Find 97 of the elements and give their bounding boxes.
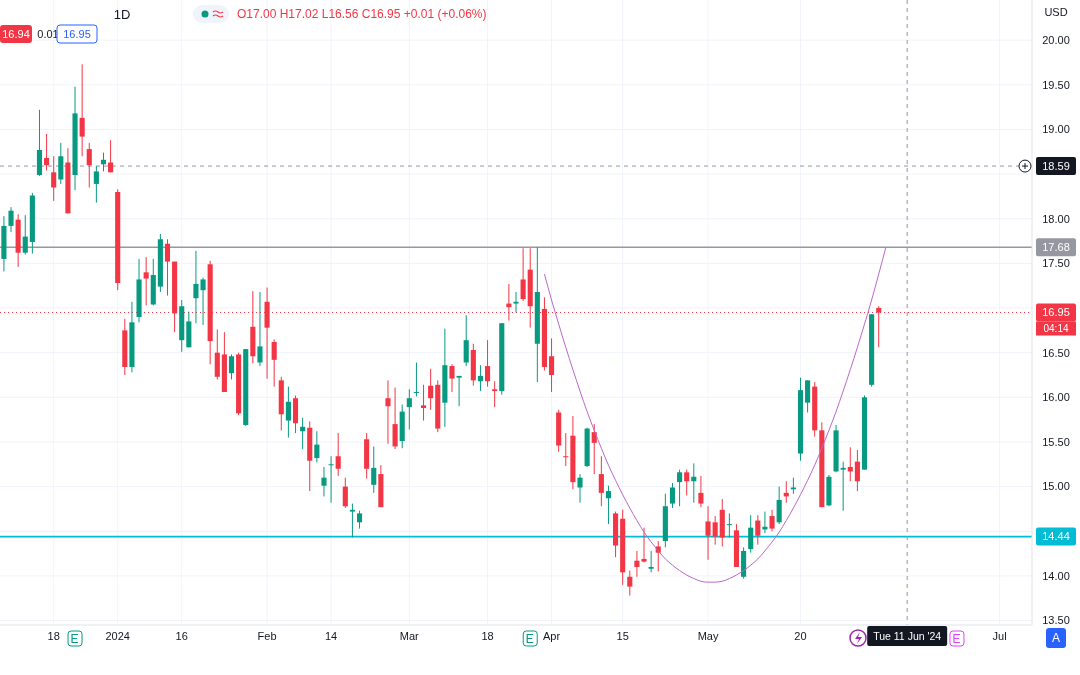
x-tick-label: 20 bbox=[794, 629, 807, 642]
x-tick-label: 2024 bbox=[105, 629, 130, 642]
x-tick-label: May bbox=[697, 629, 719, 642]
y-tick-label: 15.50 bbox=[1042, 435, 1070, 448]
text: A bbox=[1051, 631, 1061, 646]
text: 1D bbox=[113, 6, 131, 22]
candlestick bbox=[605, 485, 612, 525]
x-tick-label: Feb bbox=[257, 629, 277, 642]
candlestick bbox=[406, 388, 412, 430]
candlestick bbox=[420, 384, 427, 422]
x-tick-label: 15 bbox=[616, 629, 629, 642]
y-tick-label: 16.50 bbox=[1042, 346, 1070, 359]
candlestick bbox=[22, 214, 28, 255]
candlestick bbox=[677, 469, 683, 507]
candlestick bbox=[563, 432, 569, 467]
candlestick bbox=[44, 133, 50, 172]
candlestick bbox=[335, 432, 341, 477]
candlestick bbox=[271, 338, 277, 388]
x-tick-label: Tue 11 Jun '24 bbox=[873, 629, 942, 642]
candlestick bbox=[449, 363, 455, 393]
candlestick bbox=[342, 477, 348, 509]
candlestick bbox=[257, 291, 263, 367]
y-tick-label: 19.50 bbox=[1042, 78, 1070, 91]
annotation: O17.00 H17.02 L16.56 C16.95 +0.01 (+0.06%) bbox=[237, 7, 487, 22]
candlestick bbox=[58, 142, 64, 185]
candlestick bbox=[705, 505, 711, 561]
candlestick bbox=[840, 461, 846, 512]
ref-line-label: 16.95 bbox=[1042, 306, 1070, 319]
candlestick bbox=[108, 139, 114, 173]
candlestick bbox=[51, 155, 57, 202]
candlestick bbox=[513, 291, 519, 313]
y-tick-label: 18.00 bbox=[1042, 212, 1070, 225]
candlestick bbox=[805, 379, 811, 413]
candlestick bbox=[463, 314, 469, 367]
candlestick bbox=[634, 550, 640, 578]
candlestick bbox=[371, 445, 377, 494]
candlestick bbox=[86, 142, 92, 188]
annotation: 16.94 bbox=[2, 27, 30, 40]
candlestick bbox=[577, 473, 583, 504]
candlestick bbox=[769, 509, 775, 532]
y-tick-label: 15.00 bbox=[1042, 480, 1070, 493]
candlestick bbox=[598, 455, 604, 507]
candlestick bbox=[492, 380, 498, 408]
candlestick bbox=[79, 63, 85, 157]
candlestick bbox=[520, 247, 526, 302]
candlestick bbox=[228, 353, 235, 380]
candlestick bbox=[776, 486, 782, 525]
candlestick bbox=[164, 238, 171, 297]
candlestick bbox=[698, 475, 704, 508]
candlestick bbox=[8, 206, 14, 233]
x-tick-label: 14 bbox=[324, 629, 338, 642]
candlestick bbox=[726, 512, 732, 538]
annotation: 16.95 bbox=[63, 27, 91, 40]
candlestick bbox=[748, 514, 754, 554]
y-tick-label: 13.50 bbox=[1042, 614, 1070, 627]
x-tick-label: Apr bbox=[543, 629, 561, 642]
x-tick-label: 18 bbox=[481, 629, 494, 642]
y-tick-label: 16.00 bbox=[1042, 391, 1070, 404]
y-tick-label: 19.00 bbox=[1042, 123, 1070, 136]
candlestick bbox=[854, 449, 860, 492]
candlestick bbox=[627, 570, 633, 597]
candlestick bbox=[349, 503, 355, 538]
ref-line-label: 14.44 bbox=[1042, 530, 1070, 543]
candlestick bbox=[413, 362, 419, 397]
candlestick bbox=[385, 379, 391, 445]
x-tick-label: 16 bbox=[175, 629, 188, 642]
y-tick-label: 17.50 bbox=[1042, 257, 1070, 270]
candlestick bbox=[549, 337, 555, 393]
candlestick bbox=[456, 375, 462, 407]
line-series bbox=[543, 246, 887, 583]
y-tick-label: 14.00 bbox=[1042, 569, 1070, 582]
candlestick bbox=[321, 466, 327, 497]
x-tick-label: Jul bbox=[992, 629, 1007, 642]
candlestick bbox=[428, 368, 434, 411]
y-axis-title: USD bbox=[1044, 6, 1068, 18]
candlestick bbox=[285, 386, 291, 438]
candlestick bbox=[684, 469, 690, 497]
candlestick bbox=[484, 339, 491, 388]
candlestick bbox=[314, 430, 320, 463]
candlestick bbox=[328, 455, 334, 504]
y-tick-label: 20.00 bbox=[1042, 34, 1070, 47]
x-tick-label: 18 bbox=[47, 629, 60, 642]
ref-line-label: 18.59 bbox=[1042, 159, 1070, 172]
ref-line-label: 17.68 bbox=[1042, 241, 1070, 254]
candlestick bbox=[876, 305, 882, 348]
candlestick bbox=[93, 165, 99, 204]
candlestick bbox=[477, 364, 483, 392]
candlestick bbox=[143, 256, 149, 306]
candlestick bbox=[669, 482, 676, 509]
candlestick bbox=[648, 550, 654, 573]
x-tick-label: Mar bbox=[399, 629, 420, 642]
candlestick bbox=[392, 387, 398, 450]
candlestick bbox=[641, 527, 647, 563]
candlestick bbox=[712, 515, 718, 546]
candlestick bbox=[755, 514, 761, 546]
text: 04:14 bbox=[1043, 323, 1069, 334]
annotation: 0.01 bbox=[37, 27, 59, 40]
